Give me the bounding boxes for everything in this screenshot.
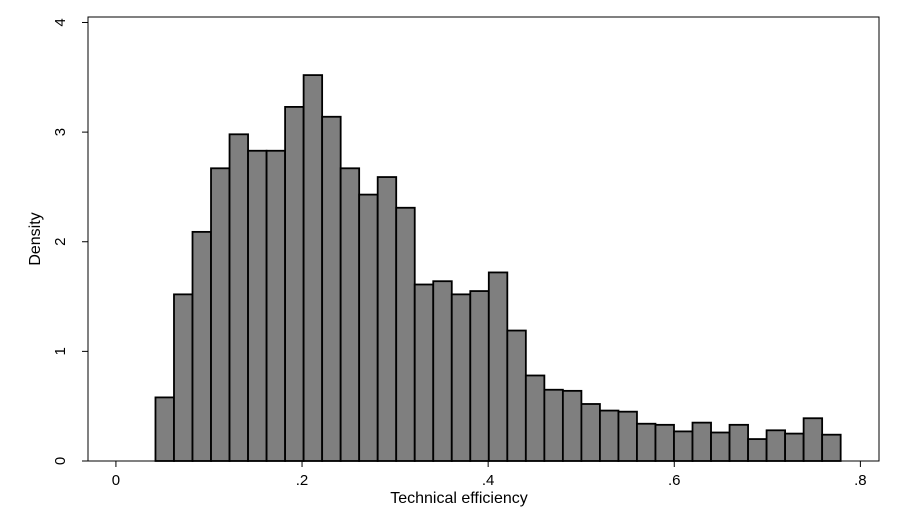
histogram-bar	[247, 149, 268, 462]
histogram-bar	[617, 410, 638, 462]
histogram-bar	[506, 329, 527, 462]
histogram-bar	[432, 280, 453, 462]
histogram-bar	[580, 403, 601, 462]
histogram-bar	[487, 271, 509, 462]
x-axis: 0 .2 .4 .6 .8	[112, 461, 867, 489]
histogram-bar	[673, 430, 694, 462]
x-tick-label: .2	[296, 472, 309, 489]
histogram-bar	[599, 409, 620, 462]
histogram-bar	[284, 106, 305, 462]
histogram-bar	[376, 176, 398, 462]
histogram-bar	[747, 438, 768, 462]
histogram-bar	[302, 74, 324, 462]
histogram-bars	[154, 74, 842, 462]
histogram-bar	[154, 396, 175, 462]
histogram-bar	[358, 193, 379, 462]
histogram-bar	[265, 149, 286, 462]
y-tick-label: 0	[52, 457, 69, 465]
histogram-bar	[228, 133, 249, 462]
y-tick-label: 2	[52, 238, 69, 246]
y-tick-label: 1	[52, 347, 69, 355]
histogram-bar	[728, 423, 749, 462]
histogram-bar	[469, 290, 490, 462]
x-tick-label: .8	[854, 472, 867, 489]
histogram-bar	[710, 431, 731, 462]
y-tick-label: 3	[52, 128, 69, 136]
histogram-bar	[561, 389, 583, 462]
histogram-bar	[173, 293, 194, 462]
histogram-bar	[450, 293, 472, 462]
histogram-bar	[413, 283, 435, 462]
histogram-bar	[543, 388, 564, 462]
y-axis-title: Density	[27, 212, 44, 265]
histogram-bar	[784, 432, 805, 462]
histogram-bar	[191, 230, 212, 462]
y-axis: 0 1 2 3 4	[52, 18, 88, 465]
histogram-bar	[339, 167, 361, 462]
histogram-bar	[636, 422, 657, 462]
x-tick-label: .6	[668, 472, 681, 489]
x-tick-label: .4	[482, 472, 495, 489]
histogram-bar	[821, 433, 842, 462]
x-tick-label: 0	[112, 472, 120, 489]
histogram-bar	[802, 417, 824, 462]
histogram-bar	[765, 429, 787, 462]
x-axis-title: Technical efficiency	[390, 490, 528, 507]
histogram-bar	[654, 423, 675, 462]
histogram-bar	[395, 206, 416, 462]
histogram-bar	[691, 421, 712, 462]
histogram-bar	[524, 374, 546, 462]
histogram-bar	[321, 115, 342, 462]
y-tick-label: 4	[52, 18, 69, 26]
histogram-bar	[210, 167, 231, 462]
